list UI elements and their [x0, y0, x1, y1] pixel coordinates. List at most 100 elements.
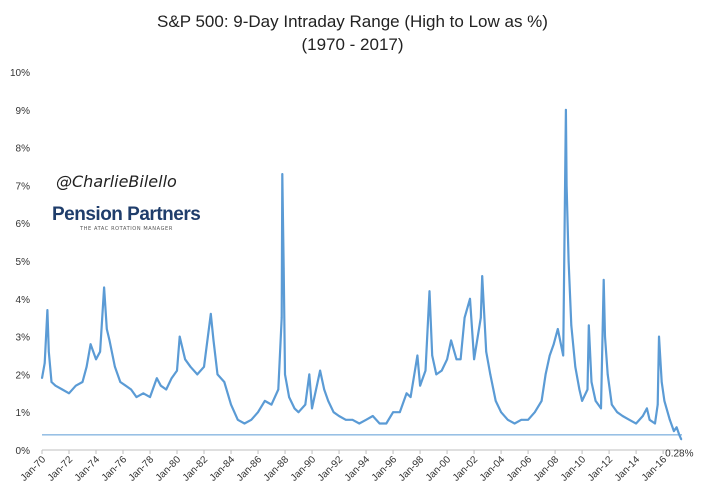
data-point	[567, 260, 570, 262]
data-point	[250, 418, 253, 421]
data-point	[130, 388, 133, 391]
data-point	[61, 388, 64, 391]
data-point	[540, 399, 543, 402]
data-point	[533, 411, 536, 414]
data-point	[428, 290, 431, 293]
data-point	[648, 418, 651, 421]
x-tick-label: Jan-70	[19, 454, 49, 484]
y-tick-label: 7%	[16, 181, 31, 192]
data-point	[635, 422, 637, 425]
data-point	[332, 411, 335, 414]
data-point	[280, 316, 283, 319]
data-point	[672, 430, 675, 432]
y-tick-label: 5%	[16, 257, 31, 268]
data-point	[590, 381, 593, 383]
data-point	[564, 108, 567, 111]
data-point	[506, 418, 509, 421]
x-tick-label: Jan-82	[181, 454, 211, 484]
data-point	[319, 369, 322, 372]
data-point	[641, 415, 644, 417]
data-point	[277, 388, 280, 391]
brand-name: Pension Partners	[52, 204, 201, 225]
data-point	[660, 381, 663, 383]
data-point	[405, 392, 408, 395]
data-point	[440, 369, 443, 372]
data-point	[606, 373, 609, 376]
data-point	[663, 399, 666, 402]
data-point	[95, 358, 97, 361]
data-point	[675, 426, 678, 429]
last-value-label: 0.28%	[665, 448, 693, 459]
data-point	[223, 381, 226, 383]
data-point	[159, 384, 162, 387]
data-point	[170, 377, 173, 380]
data-point	[54, 384, 57, 387]
data-point	[124, 384, 127, 387]
data-point	[263, 399, 266, 402]
x-tick-label: Jan-72	[46, 454, 76, 484]
x-tick-label: Jan-76	[100, 454, 130, 484]
data-point	[178, 335, 181, 338]
data-point	[68, 392, 70, 395]
data-point	[562, 354, 565, 357]
data-point	[602, 279, 605, 281]
data-point	[344, 418, 347, 421]
data-point	[41, 377, 43, 380]
y-tick-label: 0%	[16, 446, 31, 457]
data-point	[81, 381, 84, 383]
data-point	[304, 403, 307, 406]
data-point	[587, 324, 590, 327]
data-point	[463, 316, 466, 319]
data-point	[520, 418, 523, 421]
x-tick-label: Jan-00	[424, 454, 454, 484]
x-tick-label: Jan-04	[478, 454, 508, 484]
y-tick-label: 1%	[16, 408, 31, 419]
data-point	[385, 422, 388, 425]
y-tick-label: 10%	[10, 68, 30, 79]
data-point	[680, 438, 683, 441]
data-point	[424, 369, 427, 372]
data-point	[610, 403, 613, 406]
data-point	[47, 350, 50, 353]
chart-title-line1: S&P 500: 9-Day Intraday Range (High to L…	[157, 12, 548, 31]
data-point	[600, 407, 602, 410]
data-point	[594, 399, 597, 402]
data-point	[189, 365, 192, 368]
x-tick-label: Jan-84	[208, 454, 238, 484]
data-point	[416, 354, 419, 357]
data-point	[431, 354, 434, 357]
data-point	[358, 422, 361, 425]
series-line	[40, 108, 683, 440]
data-point	[46, 309, 49, 312]
data-point	[74, 384, 77, 387]
data-point	[114, 365, 116, 368]
data-point	[658, 335, 660, 338]
data-point	[243, 422, 246, 425]
data-point	[85, 365, 88, 368]
data-point	[435, 373, 438, 376]
data-point	[574, 365, 577, 368]
data-point	[469, 297, 471, 300]
data-point	[586, 388, 589, 391]
data-point	[236, 418, 239, 421]
data-point	[165, 388, 168, 391]
x-tick-label: Jan-10	[559, 454, 589, 484]
author-handle: @CharlieBilello	[56, 172, 177, 191]
x-tick-label: Jan-74	[73, 454, 103, 484]
data-point	[105, 328, 108, 330]
x-tick-label: Jan-96	[370, 454, 400, 484]
data-point	[327, 399, 330, 402]
x-tick-label: Jan-02	[451, 454, 481, 484]
data-point	[398, 411, 401, 414]
x-tick-label: Jan-88	[262, 454, 292, 484]
data-point	[216, 373, 219, 376]
data-point	[473, 358, 475, 361]
data-point	[108, 339, 111, 342]
x-tick-label: Jan-78	[127, 454, 157, 484]
data-point	[459, 358, 462, 361]
data-point	[570, 324, 573, 327]
data-point	[293, 407, 296, 410]
chart-title-line2: (1970 - 2017)	[301, 35, 404, 54]
data-point	[43, 362, 46, 364]
data-point	[103, 286, 106, 289]
